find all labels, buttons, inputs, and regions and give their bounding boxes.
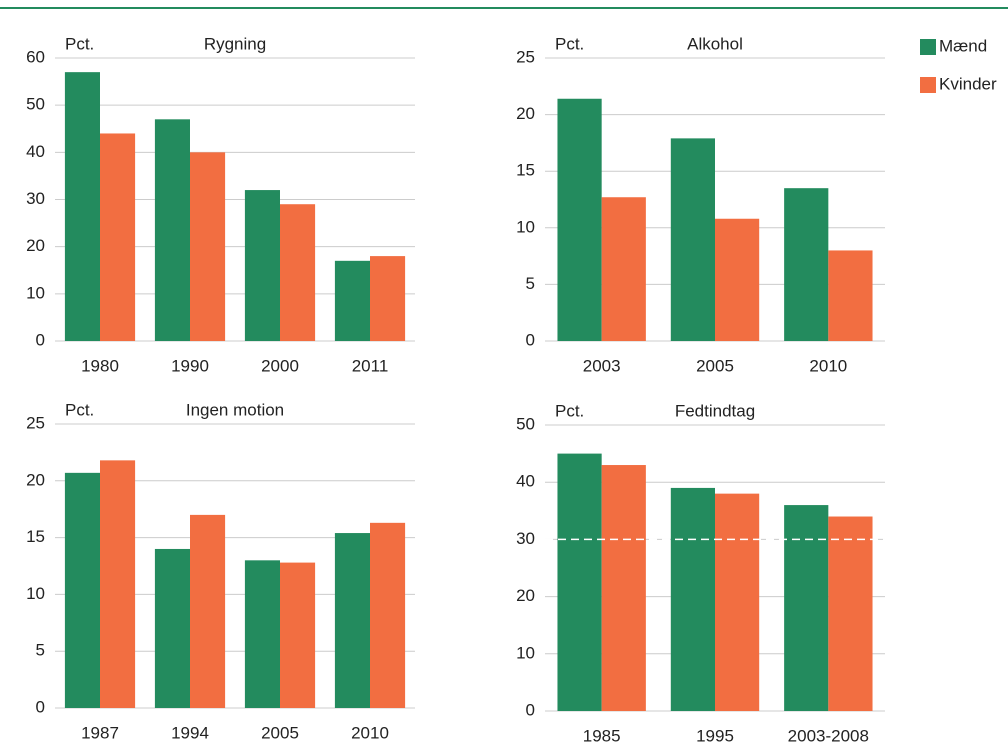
x-tick-label: 2010 xyxy=(809,356,847,375)
x-tick-label: 2005 xyxy=(261,723,299,742)
bar xyxy=(670,138,715,341)
y-tick-label: 60 xyxy=(26,47,45,66)
y-tick-label: 20 xyxy=(26,470,45,489)
y-tick-label: 25 xyxy=(26,413,45,432)
y-tick-label: 25 xyxy=(516,47,535,66)
bar xyxy=(154,548,190,708)
y-tick-label: 20 xyxy=(516,586,535,605)
bar xyxy=(190,152,226,341)
y-tick-label: 10 xyxy=(26,283,45,302)
bar xyxy=(100,133,136,341)
bar xyxy=(715,493,760,711)
legend-swatch xyxy=(920,39,936,55)
bar xyxy=(154,119,190,341)
y-tick-label: 30 xyxy=(26,189,45,208)
y-tick-label: 10 xyxy=(26,584,45,603)
y-tick-label: 5 xyxy=(526,274,535,293)
bar xyxy=(64,72,100,342)
y-tick-label: 30 xyxy=(516,529,535,548)
y-tick-label: 0 xyxy=(36,330,45,349)
y-tick-label: 50 xyxy=(516,414,535,433)
bar xyxy=(670,487,715,711)
bar xyxy=(828,250,873,341)
y-axis-label: Pct. xyxy=(555,34,584,53)
x-tick-label: 2010 xyxy=(351,723,389,742)
x-tick-label: 2003-2008 xyxy=(788,726,869,745)
y-axis-label: Pct. xyxy=(65,400,94,419)
y-tick-label: 15 xyxy=(516,161,535,180)
y-tick-label: 20 xyxy=(516,104,535,123)
bar xyxy=(557,98,602,341)
y-axis-label: Pct. xyxy=(65,34,94,53)
chart-title: Alkohol xyxy=(687,34,743,53)
y-tick-label: 0 xyxy=(526,700,535,719)
y-tick-label: 15 xyxy=(26,527,45,546)
bar xyxy=(370,256,406,341)
bar xyxy=(100,460,136,708)
bar xyxy=(828,516,873,711)
x-tick-label: 1995 xyxy=(696,726,734,745)
y-tick-label: 10 xyxy=(516,217,535,236)
chart-title: Fedtindtag xyxy=(675,401,755,420)
x-tick-label: 2000 xyxy=(261,356,299,375)
x-tick-label: 1994 xyxy=(171,723,209,742)
bar xyxy=(784,505,829,711)
bar xyxy=(784,188,829,341)
y-tick-label: 50 xyxy=(26,95,45,114)
y-tick-label: 40 xyxy=(516,472,535,491)
bar xyxy=(280,204,316,341)
x-tick-label: 2011 xyxy=(352,356,389,375)
bar xyxy=(601,465,646,711)
y-tick-label: 40 xyxy=(26,142,45,161)
y-axis-label: Pct. xyxy=(555,401,584,420)
bar xyxy=(244,190,280,341)
bar xyxy=(280,562,316,708)
x-tick-label: 1985 xyxy=(583,726,621,745)
bar xyxy=(370,522,406,708)
legend-swatch xyxy=(920,77,936,93)
x-tick-label: 1990 xyxy=(171,356,209,375)
legend-label: Kvinder xyxy=(939,74,997,93)
bar xyxy=(715,218,760,341)
x-tick-label: 1987 xyxy=(81,723,119,742)
chart-title: Rygning xyxy=(204,34,266,53)
x-tick-label: 1980 xyxy=(81,356,119,375)
y-tick-label: 5 xyxy=(36,641,45,660)
bar xyxy=(557,453,602,711)
x-tick-label: 2003 xyxy=(583,356,621,375)
bar xyxy=(334,533,370,708)
bar xyxy=(64,472,100,708)
y-tick-label: 0 xyxy=(36,697,45,716)
y-tick-label: 10 xyxy=(516,643,535,662)
bar xyxy=(334,260,370,341)
bar xyxy=(601,197,646,341)
x-tick-label: 2005 xyxy=(696,356,734,375)
legend-label: Mænd xyxy=(939,36,987,55)
y-tick-label: 0 xyxy=(526,330,535,349)
y-tick-label: 20 xyxy=(26,236,45,255)
bar xyxy=(190,514,226,708)
chart-title: Ingen motion xyxy=(186,400,284,419)
bar xyxy=(244,560,280,708)
